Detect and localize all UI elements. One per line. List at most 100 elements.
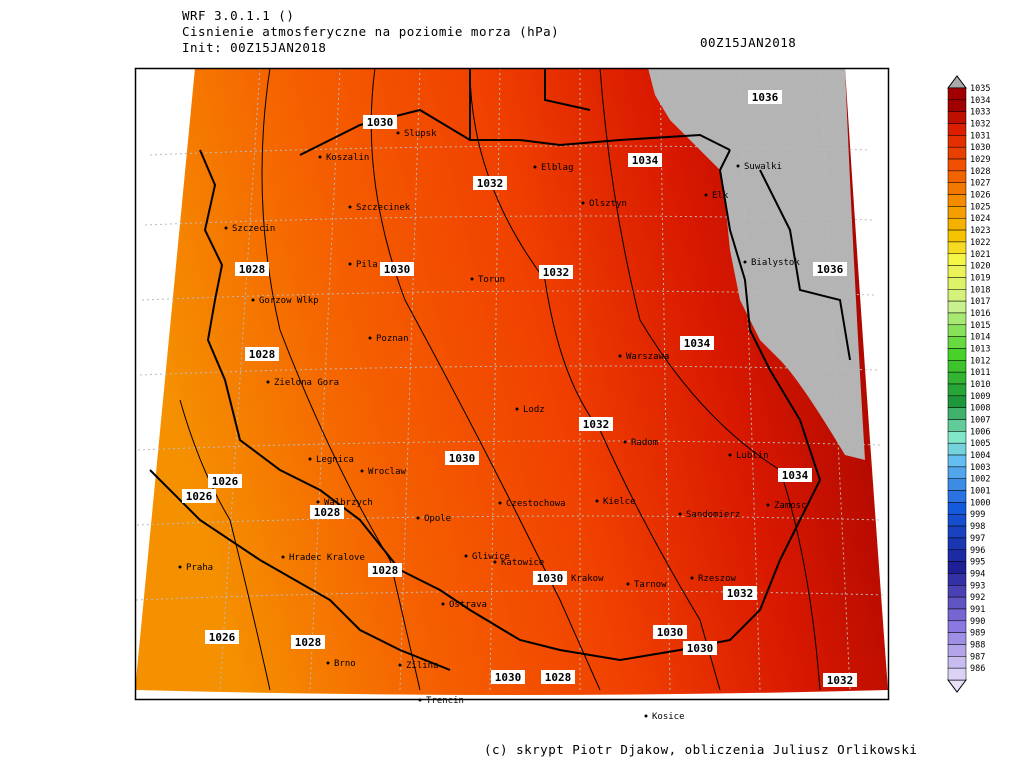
contour-label-box [363,115,397,129]
contour-label-box [205,630,239,644]
colorbar-label: 1009 [970,392,990,402]
colorbar-label: 986 [970,664,985,674]
colorbar-cell [947,123,967,136]
colorbar-label: 1002 [970,475,990,485]
contour-label-box [823,673,857,687]
contour-label: 1032 [543,266,570,279]
city-dot [418,698,422,702]
city-label: Gorzow Wlkp [259,296,319,306]
colorbar-cell [947,549,967,562]
city-labels: Slupsk Koszalin Elblag Suwalki Elk Olsztyn Szc… [178,129,807,722]
contour-label-box [491,670,525,684]
colorbar-label: 1033 [970,108,990,118]
contour-label-box [208,474,242,488]
colorbar-cell [947,229,967,243]
colorbar-label: 1005 [970,439,990,449]
city-dot [348,262,352,266]
colorbar-cell [947,182,967,195]
colorbar-cell [947,620,967,633]
contour-label-box [680,336,714,350]
contour-label: 1030 [367,116,394,129]
colorbar-cell [947,490,967,503]
colorbar-cell [947,537,967,551]
colorbar-cell [947,454,967,468]
map-frame [134,67,890,701]
contour-label: 1026 [209,631,236,644]
colorbar-cell [947,573,967,586]
city-label: Poznan [376,334,409,344]
city-dot [678,512,682,516]
contour-label-box [539,265,573,279]
colorbar-label: 995 [970,558,985,568]
colorbar-label: 993 [970,581,985,591]
colorbar-cell [947,277,967,290]
city-label: Radom [631,438,658,448]
colorbar-label: 1035 [970,84,990,94]
colorbar-label: 1016 [970,309,990,319]
colorbar-label: 1031 [970,131,990,141]
model-name: WRF 3.0.1.1 () [182,8,294,23]
contour-label-box [541,670,575,684]
contour-label: 1028 [249,348,276,361]
city-dot [595,499,599,503]
colorbar-label: 1022 [970,238,990,248]
contour-labels: 1030 1036 1034 1032 1028 1030 1032 1036 1034 1028… [182,90,857,687]
city-dot [224,226,228,230]
city-dot [251,298,255,302]
colorbar-label: 1011 [970,368,990,378]
colorbar-label: 1032 [970,120,990,130]
city-label: Rzeszow [698,574,737,584]
colorbar-label: 1028 [970,167,990,177]
city-dot [623,440,627,444]
city-dot [396,131,400,135]
city-label: Lodz [523,405,545,415]
colorbar-label: 994 [970,569,985,579]
city-label: Krakow [571,574,604,584]
city-dot [498,501,502,505]
colorbar-cell [947,324,967,337]
city-label: Zielona Gora [274,378,339,388]
city-dot [416,516,420,520]
colorbar-cell [947,656,967,669]
colorbar-label: 1024 [970,214,990,224]
colorbar-cell [947,585,967,598]
colorbar-label: 1015 [970,321,990,331]
city-dot [470,277,474,281]
city-dot [626,582,630,586]
colorbar-cell [947,206,967,219]
contour-label: 1030 [449,452,476,465]
city-dot [348,205,352,209]
city-dot [318,155,322,159]
colorbar-cell [947,300,967,314]
city-label: Brno [334,659,356,669]
city-dot [266,380,270,384]
city-dot [178,565,182,569]
colorbar-label: 990 [970,617,985,627]
colorbar-label: 1026 [970,191,990,201]
colorbar-label: 1014 [970,333,990,343]
contour-label-box [291,635,325,649]
contour-label-box [628,153,662,167]
colorbar-label: 1025 [970,202,990,212]
contour-label: 1034 [782,469,809,482]
contour-label-box [245,347,279,361]
contour-label-box [579,417,613,431]
city-label: Elblag [541,163,574,173]
isobars [179,69,821,691]
contour-label-box [368,563,402,577]
contour-label-box [813,262,847,276]
city-label: Szczecinek [356,203,411,213]
colorbar-cell [947,99,967,112]
colorbar-cell [947,407,967,420]
valid-time: 00Z15JAN2018 [700,35,796,50]
city-label: Slupsk [404,129,437,139]
contour-label: 1028 [372,564,399,577]
city-dot [441,602,445,606]
city-label: Szczecin [232,224,275,234]
city-dot [281,555,285,559]
colorbar-cell [947,644,967,657]
colorbar-cell [947,135,967,148]
contour-label: 1030 [384,263,411,276]
contour-label-box [723,586,757,600]
colorbar-cell [947,312,967,326]
